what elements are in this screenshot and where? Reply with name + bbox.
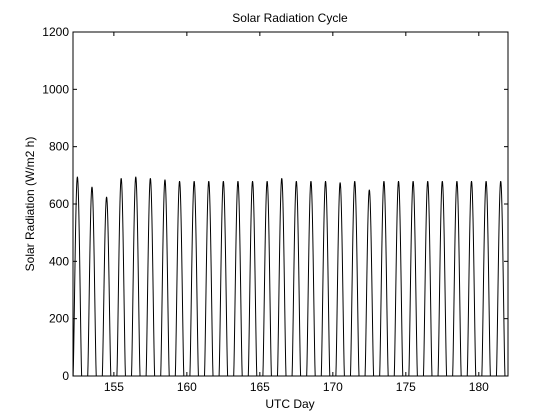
y-tick-label: 800 — [49, 140, 69, 154]
x-tick-label: 175 — [396, 380, 416, 394]
x-tick-label: 155 — [104, 380, 124, 394]
y-tick-label: 200 — [49, 312, 69, 326]
y-tick-label: 1200 — [42, 25, 69, 39]
x-tick-label: 170 — [323, 380, 343, 394]
y-tick-label: 0 — [62, 369, 69, 383]
plot-area — [73, 32, 508, 376]
y-tick-label: 400 — [49, 254, 69, 268]
x-tick-label: 165 — [250, 380, 270, 394]
y-axis-label: Solar Radiation (W/m2 h) — [23, 137, 37, 272]
y-tick-label: 600 — [49, 197, 69, 211]
tick-layer: 155 160 165 170 175 180 0 200 400 600 800 1000 1200 — [42, 25, 508, 394]
x-tick-label: 160 — [177, 380, 197, 394]
x-tick-label: 180 — [469, 380, 489, 394]
chart-title: Solar Radiation Cycle — [232, 11, 348, 25]
y-tick-label: 1000 — [42, 82, 69, 96]
x-axis-label: UTC Day — [265, 397, 314, 411]
